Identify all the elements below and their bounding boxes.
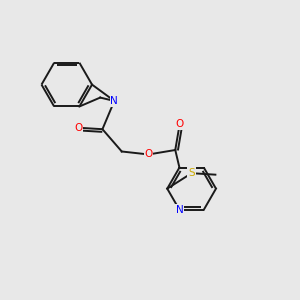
Text: S: S: [188, 168, 195, 178]
Text: N: N: [176, 205, 183, 215]
Text: O: O: [176, 119, 184, 129]
Text: O: O: [144, 149, 153, 160]
Text: N: N: [110, 96, 118, 106]
Text: O: O: [74, 123, 82, 133]
